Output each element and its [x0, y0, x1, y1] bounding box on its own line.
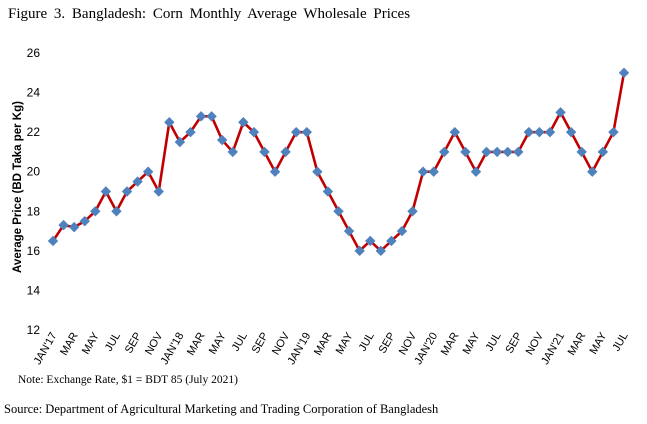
figure-title: Figure 3. Bangladesh: Corn Monthly Avera…: [8, 6, 411, 22]
data-point: [269, 166, 281, 177]
data-point: [534, 126, 545, 138]
data-point: [449, 126, 461, 138]
data-point: [227, 146, 238, 158]
data-point: [396, 225, 408, 237]
x-tick-label: MAY: [207, 330, 229, 357]
exchange-rate-note: Note: Exchange Rate, $1 = BDT 85 (July 2…: [18, 374, 238, 386]
data-point: [460, 146, 471, 158]
x-tick-label: JUL: [103, 331, 123, 354]
data-point: [565, 126, 577, 138]
y-tick-label: 12: [27, 323, 41, 337]
x-tick-label: SEP: [377, 331, 398, 356]
data-point: [142, 166, 154, 177]
y-axis-label: Average Price (BD Taka per Kg): [12, 101, 24, 273]
source-line: Source: Department of Agricultural Marke…: [4, 402, 439, 416]
y-tick-label: 20: [27, 165, 41, 179]
x-tick-label: SEP: [123, 331, 144, 356]
data-point: [343, 225, 355, 237]
x-tick-label: MAY: [80, 330, 102, 357]
data-point: [365, 235, 376, 247]
x-tick-label: JUL: [610, 331, 630, 354]
y-tick-label: 16: [27, 244, 41, 258]
series-line: [51, 72, 626, 253]
x-tick-label: MAR: [185, 330, 208, 357]
data-point: [322, 186, 334, 197]
data-point: [259, 146, 270, 158]
data-point: [153, 186, 164, 197]
y-tick-labels: 12 14 16 18 20 22 24 26: [27, 46, 41, 337]
data-point: [386, 235, 397, 247]
x-tick-label: JUL: [357, 331, 377, 354]
data-point: [439, 146, 450, 158]
y-axis-label-group: Average Price (BD Taka per Kg): [12, 101, 24, 273]
data-point: [502, 146, 513, 158]
x-tick-label: MAY: [461, 330, 483, 357]
data-point: [333, 206, 344, 217]
data-point: [238, 117, 249, 128]
data-point: [555, 107, 566, 118]
x-tick-label: SEP: [250, 331, 271, 356]
data-point: [301, 126, 312, 138]
data-point: [47, 235, 59, 247]
data-point: [280, 146, 291, 158]
data-point: [100, 186, 112, 197]
y-tick-label: 14: [27, 283, 41, 297]
series-markers: [47, 67, 630, 257]
data-point: [90, 206, 101, 217]
data-point: [79, 215, 90, 227]
data-point: [428, 166, 439, 177]
x-tick-label: MAY: [334, 330, 356, 357]
x-tick-label: JUL: [484, 330, 504, 353]
data-point: [608, 126, 619, 138]
y-tick-label: 22: [27, 125, 41, 139]
x-tick-label: MAY: [588, 330, 610, 357]
data-point: [185, 126, 196, 138]
x-tick-label: MAR: [58, 330, 81, 357]
data-point: [195, 111, 207, 122]
data-point: [491, 146, 503, 158]
data-point: [68, 221, 80, 233]
y-tick-label: 24: [27, 86, 41, 100]
data-point: [216, 134, 228, 146]
x-tick-label: MAR: [566, 330, 589, 357]
x-tick-label: MAR: [439, 330, 462, 357]
y-tick-label: 26: [27, 46, 41, 60]
data-point: [513, 146, 524, 158]
x-tick-label: SEP: [503, 331, 524, 356]
data-point: [618, 67, 630, 78]
data-point: [597, 146, 609, 158]
data-point: [544, 126, 556, 138]
data-point: [417, 166, 429, 177]
data-point: [470, 166, 482, 177]
data-point: [523, 126, 535, 138]
data-point: [58, 219, 69, 231]
data-point: [576, 146, 587, 158]
data-point: [312, 166, 323, 177]
data-point: [132, 176, 143, 187]
data-point: [291, 126, 302, 138]
data-point: [587, 166, 598, 177]
data-point: [407, 206, 418, 217]
data-point: [354, 245, 365, 257]
data-point: [111, 206, 122, 217]
x-tick-label: MAR: [312, 330, 335, 357]
data-point: [206, 111, 217, 122]
data-point: [164, 117, 175, 128]
data-point: [375, 245, 386, 257]
data-point: [121, 186, 133, 197]
y-tick-label: 18: [27, 204, 41, 218]
data-point: [481, 146, 492, 158]
x-tick-label: JUL: [230, 331, 250, 354]
data-point: [248, 126, 260, 138]
data-point: [174, 136, 186, 148]
